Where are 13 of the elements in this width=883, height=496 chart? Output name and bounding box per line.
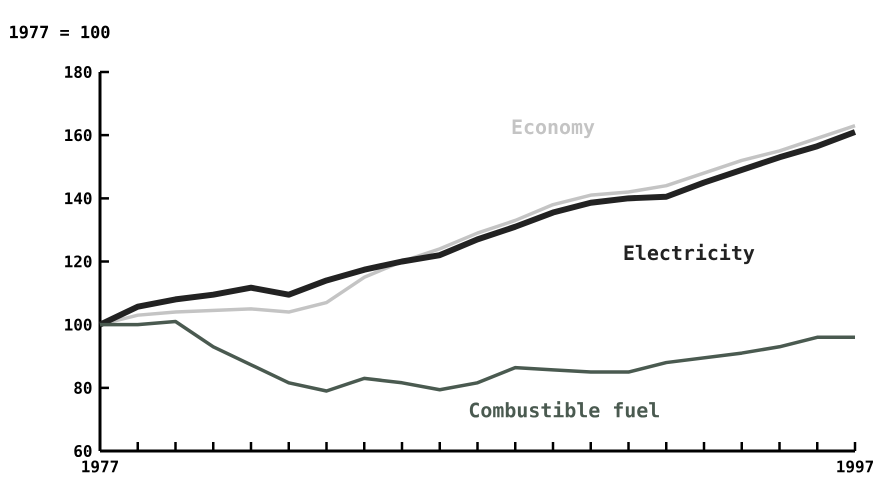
text: Electricity [624,244,754,264]
x-tick-label: 1997 [837,460,873,473]
series-label: Combustible fuel [470,401,659,418]
y-axis-title: 1977 = 100 [10,26,110,38]
y-tick-label: 120 [65,255,92,268]
y-tick-label: 160 [65,129,92,142]
text: Economy [512,120,594,138]
y-tick-label: 80 [74,382,92,394]
x-tick-label: 1977 [82,460,118,473]
y-tick-label: 140 [65,192,92,204]
y-tick-label: 180 [65,66,92,78]
y-tick-label: 100 [65,318,92,331]
y-tick-label: 60 [74,444,92,458]
